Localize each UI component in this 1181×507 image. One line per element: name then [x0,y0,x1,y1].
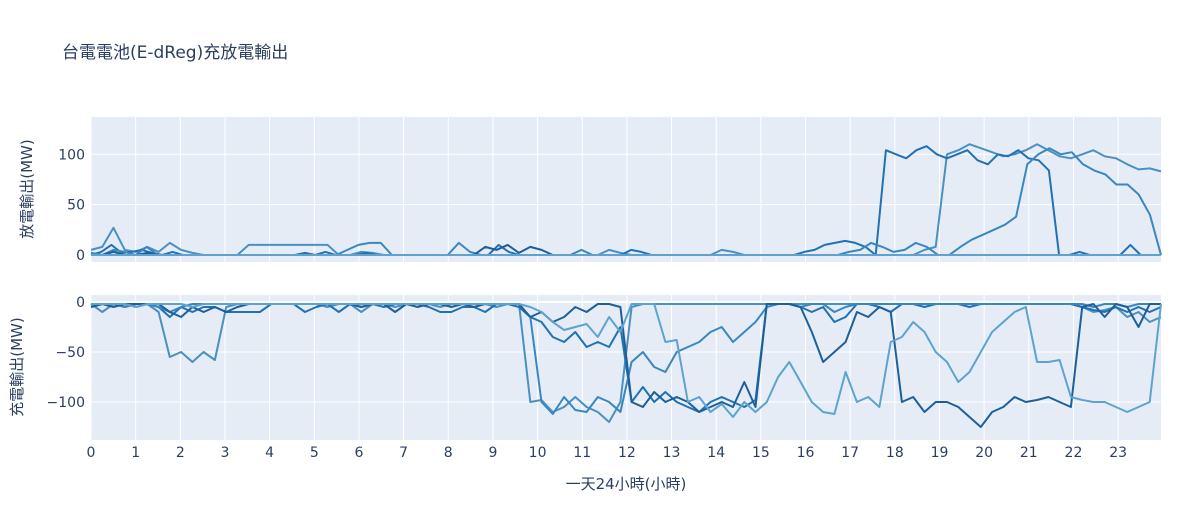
plot-background [91,117,1161,262]
x-axis-label: 一天24小時(小時) [566,475,687,493]
y-axis-label-discharge: 放電輸出(MW) [18,139,36,238]
x-tick-label: 18 [886,445,904,461]
x-tick-label: 0 [87,445,96,461]
y-tick-label: 50 [67,198,85,214]
x-tick-label: 7 [399,445,408,461]
x-tick-label: 15 [752,445,770,461]
y-tick-label: 100 [58,147,85,163]
x-tick-label: 1 [131,445,140,461]
y-tick-label: 0 [76,295,85,311]
y-tick-label: −100 [47,395,85,411]
x-tick-label: 2 [176,445,185,461]
chart-title: 台電電池(E-dReg)充放電輸出 [62,43,289,63]
x-tick-label: 11 [573,445,591,461]
charge-subplot: 0 −50 −100 [47,295,1162,440]
x-tick-label: 22 [1065,445,1083,461]
x-tick-label: 21 [1020,445,1038,461]
x-tick-label: 10 [529,445,547,461]
x-tick-label: 5 [310,445,319,461]
y-tick-label: 0 [76,248,85,264]
series-line-day-5 [91,303,1162,418]
x-tick-label: 16 [797,445,815,461]
x-tick-label: 17 [841,445,859,461]
x-tick-label: 20 [975,445,993,461]
discharge-subplot: 0 50 100 [58,117,1162,264]
series-line-day-1 [90,143,1162,256]
y-axis-label-charge: 充電輸出(MW) [8,317,26,416]
x-tick-label: 23 [1109,445,1127,461]
x-axis: 0 1 2 3 4 5 6 7 8 9 10 11 12 13 14 15 16 17 18 19 20 21 22 23 [87,445,1128,461]
x-tick-label: 13 [663,445,681,461]
x-tick-label: 3 [221,445,230,461]
x-tick-label: 9 [488,445,497,461]
x-tick-label: 14 [707,445,725,461]
x-tick-label: 6 [354,445,363,461]
y-tick-label: −50 [55,345,85,361]
x-tick-label: 4 [265,445,274,461]
x-tick-label: 19 [931,445,949,461]
x-tick-label: 12 [618,445,636,461]
x-tick-label: 8 [444,445,453,461]
